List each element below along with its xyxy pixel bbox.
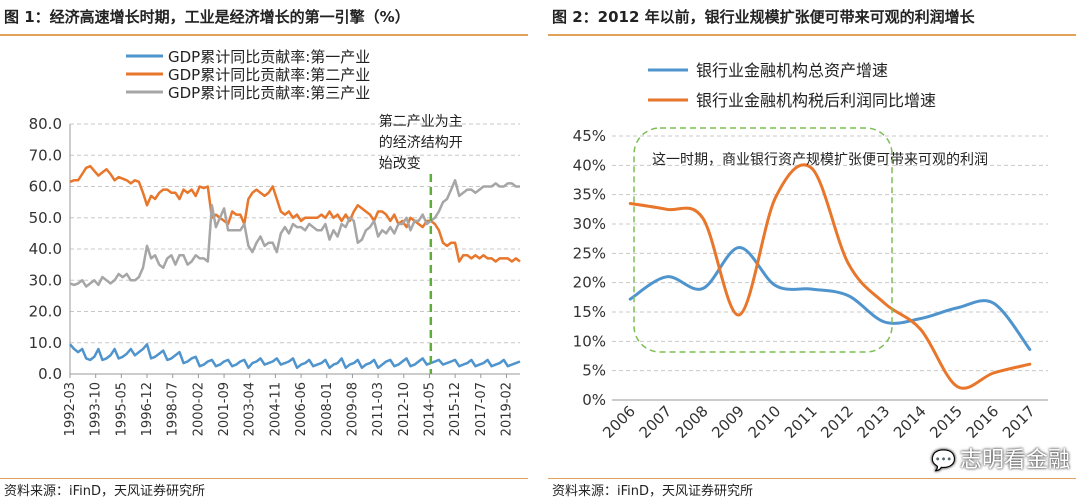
legend-label-1: GDP累计同比贡献率:第一产业 bbox=[168, 48, 370, 66]
figure-1-bottom-rule bbox=[0, 478, 528, 479]
y-tick-label: 45% bbox=[573, 127, 606, 145]
y-tick-label: 30.0 bbox=[29, 271, 62, 289]
annotation-box bbox=[633, 127, 893, 353]
x-tick-label: 2008-01 bbox=[320, 382, 335, 436]
legend-label-3: GDP累计同比贡献率:第三产业 bbox=[168, 84, 370, 102]
y-tick-label: 70.0 bbox=[29, 146, 62, 164]
figure-2-top-rule bbox=[548, 34, 1076, 36]
y-tick-label: 5% bbox=[582, 362, 606, 380]
x-tick-label: 1995-05 bbox=[114, 382, 129, 436]
x-tick-label: 1992-03 bbox=[63, 382, 78, 436]
legend-label-2: GDP累计同比贡献率:第二产业 bbox=[168, 66, 370, 84]
figure-2-panel: 图 2：2012 年以前，银行业规模扩张便可带来可观的利润增长 0% 5% 10% 1… bbox=[548, 0, 1080, 504]
x-tick-label: 2014-05 bbox=[422, 382, 437, 436]
x-tick-label: 1993-10 bbox=[89, 382, 104, 436]
y-tick-label: 30% bbox=[573, 215, 606, 233]
figure-2-title: 图 2：2012 年以前，银行业规模扩张便可带来可观的利润增长 bbox=[552, 8, 975, 26]
x-tick-label: 2009 bbox=[708, 402, 748, 442]
x-tick-label: 2008 bbox=[672, 402, 712, 442]
annotation-text: 第二产业为主的经济结构开始改变 bbox=[379, 113, 463, 172]
legend-label-2: 银行业金融机构税后利润同比增速 bbox=[696, 91, 936, 110]
figure-1-source: 资料来源：iFinD，天风证券研究所 bbox=[4, 484, 206, 499]
y-tick-label: 40% bbox=[573, 156, 606, 174]
figure-1-title: 图 1：经济高速增长时期，工业是经济增长的第一引擎（%） bbox=[4, 8, 410, 26]
series-line-2 bbox=[628, 163, 1032, 390]
x-tick-label: 2017 bbox=[999, 402, 1039, 442]
y-tick-label: 25% bbox=[573, 244, 606, 262]
x-tick-label: 2016 bbox=[963, 402, 1003, 442]
x-tick-label: 2014 bbox=[890, 402, 930, 442]
x-tick-label: 2012-10 bbox=[397, 382, 412, 436]
watermark: 💬 志明看金融 bbox=[931, 442, 1070, 474]
series-line-2 bbox=[69, 164, 521, 263]
x-tick-label: 2010 bbox=[745, 402, 785, 442]
x-tick-label: 2011-03 bbox=[371, 382, 386, 436]
y-tick-label: 60.0 bbox=[29, 178, 62, 196]
y-tick-label: 20.0 bbox=[29, 303, 62, 321]
y-tick-label: 15% bbox=[573, 303, 606, 321]
x-tick-label: 2001-09 bbox=[217, 382, 232, 436]
bank-growth-chart: 0%5%10%15%20%25%30%35%40%45%200620072008… bbox=[573, 61, 1048, 442]
y-tick-label: 10.0 bbox=[29, 334, 62, 352]
y-tick-label: 0% bbox=[582, 391, 606, 409]
x-tick-label: 2004-11 bbox=[268, 382, 283, 436]
y-tick-label: 0.0 bbox=[38, 365, 62, 383]
y-tick-label: 50.0 bbox=[29, 209, 62, 227]
gdp-contribution-chart: 0.0 10.0 20.0 30.0 40.0 50.0 60.0 70.0 80.0 1992-… bbox=[29, 48, 521, 436]
x-tick-label: 2011 bbox=[781, 402, 821, 442]
x-tick-label: 2006-06 bbox=[294, 382, 309, 436]
x-tick-label: 2015 bbox=[926, 402, 966, 442]
x-tick-label: 2012 bbox=[817, 402, 857, 442]
y-tick-label: 40.0 bbox=[29, 240, 62, 258]
watermark-text: 志明看金融 bbox=[959, 448, 1070, 473]
y-tick-label: 80.0 bbox=[29, 115, 62, 133]
x-tick-label: 2013 bbox=[854, 402, 894, 442]
x-tick-label: 1996-12 bbox=[140, 382, 155, 436]
x-tick-label: 2000-02 bbox=[191, 382, 206, 436]
figure-2-source: 资料来源：iFinD，天风证券研究所 bbox=[552, 484, 754, 499]
x-tick-label: 2017-07 bbox=[474, 382, 489, 436]
x-tick-label: 2003-04 bbox=[243, 382, 258, 436]
figure-1-top-rule bbox=[0, 34, 528, 36]
wechat-icon: 💬 bbox=[931, 448, 956, 472]
series-line-1 bbox=[628, 245, 1032, 351]
x-tick-label: 2015-12 bbox=[448, 382, 463, 436]
series-line-3 bbox=[69, 179, 520, 288]
x-tick-label: 1998-07 bbox=[166, 382, 181, 436]
y-tick-label: 35% bbox=[573, 186, 606, 204]
x-tick-label: 2019-02 bbox=[499, 382, 514, 436]
y-tick-label: 10% bbox=[573, 332, 606, 350]
x-tick-label: 2007 bbox=[636, 402, 676, 442]
legend-label-1: 银行业金融机构总资产增速 bbox=[696, 61, 888, 80]
series-line-1 bbox=[69, 343, 521, 370]
x-tick-label: 2009-08 bbox=[345, 382, 360, 436]
figure-1-panel: 图 1：经济高速增长时期，工业是经济增长的第一引擎（%） 0.0 10.0 20.0… bbox=[0, 0, 532, 504]
figure-2-bottom-rule bbox=[548, 478, 1076, 479]
annotation-text: 这一时期，商业银行资产规模扩张便可带来可观的利润 bbox=[652, 151, 988, 168]
y-tick-label: 20% bbox=[573, 274, 606, 292]
